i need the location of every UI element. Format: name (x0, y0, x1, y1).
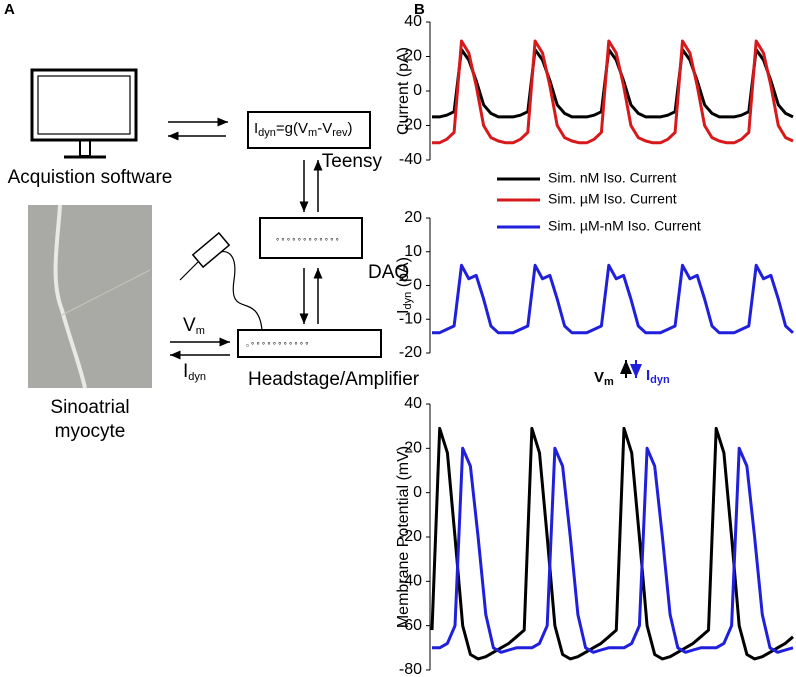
y-tick-label: 20 (404, 48, 422, 65)
stand (79, 139, 91, 157)
cell-edge (53, 204, 87, 389)
diagram: Acquistion software Idyn=g(Vm-Vrev) Teen… (8, 68, 420, 442)
label-sub: dyn (402, 292, 414, 310)
y-tick-label: -20 (399, 344, 422, 361)
y-tick-label: 10 (404, 243, 422, 260)
screen (37, 75, 131, 135)
y-tick-label: -60 (399, 617, 422, 634)
label-part: I (395, 309, 412, 313)
panel-label: A (4, 1, 15, 18)
label-part: (pA) (395, 257, 412, 292)
pipette-holder (191, 231, 231, 269)
legend-label: Sim. µM Iso. Current (548, 191, 677, 207)
coupling: Vm Idyn (594, 360, 670, 388)
pipette-tip (61, 269, 151, 316)
daq-ports: ° ° ° ° ° ° ° ° ° ° ° ° (276, 237, 339, 246)
headstage-box (237, 329, 382, 358)
y-tick-label: -40 (399, 573, 422, 590)
idyn-label: Idyn (183, 361, 206, 383)
y-tick-label: -20 (399, 528, 422, 545)
y-tick-label: 0 (413, 82, 422, 99)
legend-label: Sim. µM-nM Iso. Current (548, 218, 701, 234)
pipette-wire (219, 251, 263, 331)
y-tick-label: -20 (399, 117, 422, 134)
y-tick-label: -80 (399, 661, 422, 677)
teensy-label: Teensy (322, 151, 383, 172)
legend-label: Sim. nM Iso. Current (548, 170, 676, 186)
y-axis-label: Current (pA) (395, 47, 412, 135)
data-line (432, 263, 795, 335)
headstage-ports: ▫ ° ° ° ° ° ° ° ° ° ° ° (246, 341, 308, 350)
data-line (430, 426, 794, 661)
daq-label: DAQ (368, 262, 409, 283)
y-tick-label: 40 (404, 13, 422, 30)
monitor (30, 68, 138, 142)
data-line (432, 446, 794, 654)
y-tick-label: 0 (413, 277, 422, 294)
data-line (432, 39, 794, 145)
y-tick-label: 20 (404, 209, 422, 226)
y-axis-label: Membrane Potential (mV) (395, 446, 412, 628)
y-tick-label: 0 (413, 484, 422, 501)
teensy-box (247, 111, 371, 149)
data-line (432, 48, 794, 119)
headstage-label: Headstage/Amplifier (248, 369, 420, 390)
pipette (179, 261, 199, 281)
vm-label: Vm (183, 315, 205, 337)
y-tick-label: -40 (399, 151, 422, 168)
cell-label: Sinoatrial (50, 397, 129, 418)
y-axis-label: Idyn (pA) (395, 257, 414, 314)
formula: Idyn=g(Vm-Vrev) (254, 120, 352, 139)
y-tick-label: 20 (404, 440, 422, 457)
daq-box (259, 217, 363, 259)
y-tick-label: 40 (404, 395, 422, 412)
computer-label: Acquistion software (8, 167, 173, 188)
y-tick-label: -10 (399, 310, 422, 327)
vm-label: Vm (594, 369, 614, 388)
cell-label: myocyte (55, 421, 126, 442)
myocyte-image (28, 205, 152, 388)
idyn-label: Idyn (646, 367, 670, 386)
panel-label: B (414, 1, 425, 18)
